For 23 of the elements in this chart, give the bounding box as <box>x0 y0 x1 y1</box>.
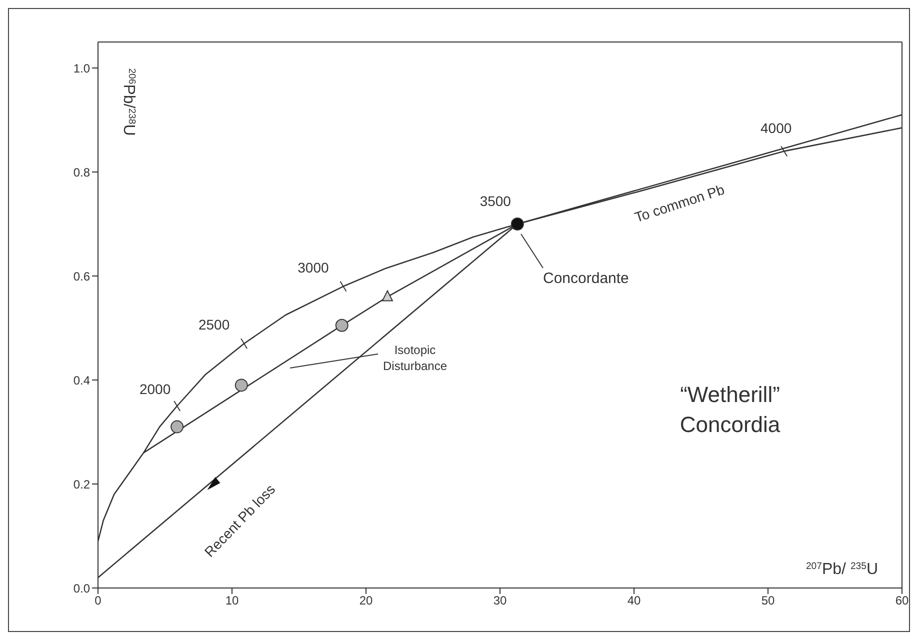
x-tick-label: 40 <box>627 594 641 608</box>
y-tick-label: 0.2 <box>73 477 90 492</box>
annotation: “Wetherill” Concordia <box>678 381 782 439</box>
x-tick-label: 10 <box>225 594 239 608</box>
annotation: To common Pb <box>632 181 727 226</box>
annotation: Concordante <box>543 270 630 288</box>
annotation: 3000 <box>298 259 329 276</box>
x-tick-label: 50 <box>761 594 775 608</box>
annotation: Isotopic Disturbance <box>382 342 448 374</box>
y-tick-label: 0.6 <box>73 269 90 284</box>
y-tick-label: 1.0 <box>73 61 90 76</box>
x-tick-label: 60 <box>895 594 909 608</box>
y-tick-label: 0.8 <box>73 165 90 180</box>
x-tick-label: 20 <box>359 594 373 608</box>
x-tick-label: 0 <box>94 594 102 608</box>
annotation: 2500 <box>198 316 230 333</box>
annotation: 2000 <box>139 381 171 397</box>
x-tick-label: 30 <box>493 594 507 608</box>
annotation: 4000 <box>760 120 792 136</box>
y-tick-label: 0.0 <box>73 581 90 596</box>
x-axis-title: $^{207}$Pb/ $^{235}$U <box>806 560 878 578</box>
y-tick-label: 0.4 <box>73 373 90 388</box>
annotation: 3500 <box>480 193 512 209</box>
